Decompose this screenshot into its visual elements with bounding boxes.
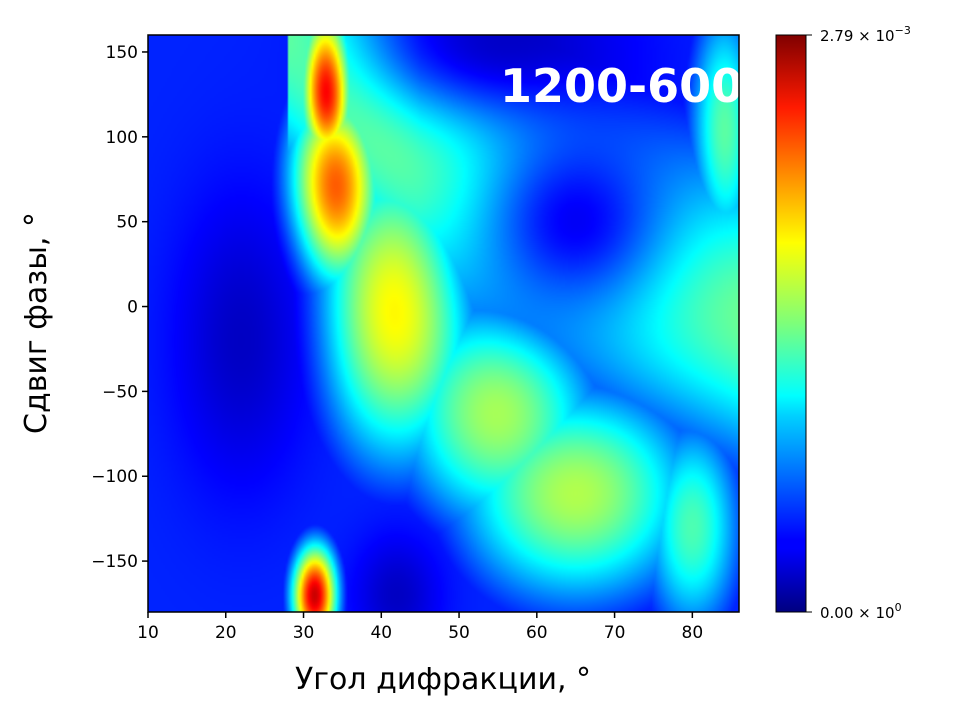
colorbar-min-label: 0.00 × 100 (820, 601, 902, 622)
x-tick-label: 10 (137, 623, 159, 643)
colorbar-max-label: 2.79 × 10−3 (820, 24, 911, 45)
y-tick-label: 0 (127, 298, 138, 318)
x-tick-label: 70 (604, 623, 626, 643)
y-axis-label: Сдвиг фазы, ° (19, 212, 54, 434)
x-tick-label: 30 (293, 623, 315, 643)
colorbar-min-exponent: 0 (895, 601, 902, 614)
colorbar-min-mantissa: 0.00 (820, 604, 853, 622)
y-tick-label: 100 (106, 128, 138, 148)
plot-annotation: 1200-600 (500, 59, 743, 113)
plot-frame (147, 34, 740, 613)
y-axis-ticks: 150 100 50 0 −50 −100 −150 (91, 43, 148, 572)
x-axis-ticks: 10 20 30 40 50 60 70 80 (137, 612, 703, 643)
colorbar-max-exponent: −3 (895, 24, 911, 37)
x-tick-label: 50 (448, 623, 470, 643)
y-tick-label: 50 (116, 213, 138, 233)
heatmap-plot-area: 1200-600 (147, 34, 743, 613)
x-tick-label: 40 (370, 623, 392, 643)
x-tick-label: 60 (526, 623, 548, 643)
y-tick-label: −150 (91, 552, 138, 572)
y-tick-label: 150 (106, 43, 138, 63)
x-axis-label: Угол дифракции, ° (295, 662, 591, 697)
colorbar-gradient (775, 34, 807, 613)
colorbar-max-times: × 10 (853, 27, 894, 45)
y-tick-label: −50 (102, 382, 138, 402)
x-tick-label: 80 (682, 623, 704, 643)
colorbar-min-times: × 10 (853, 604, 894, 622)
colorbar-max-mantissa: 2.79 (820, 27, 853, 45)
colorbar: 2.79 × 10−3 0.00 × 100 (775, 24, 911, 622)
x-tick-label: 20 (215, 623, 237, 643)
y-tick-label: −100 (91, 467, 138, 487)
heatmap-image (148, 35, 739, 612)
